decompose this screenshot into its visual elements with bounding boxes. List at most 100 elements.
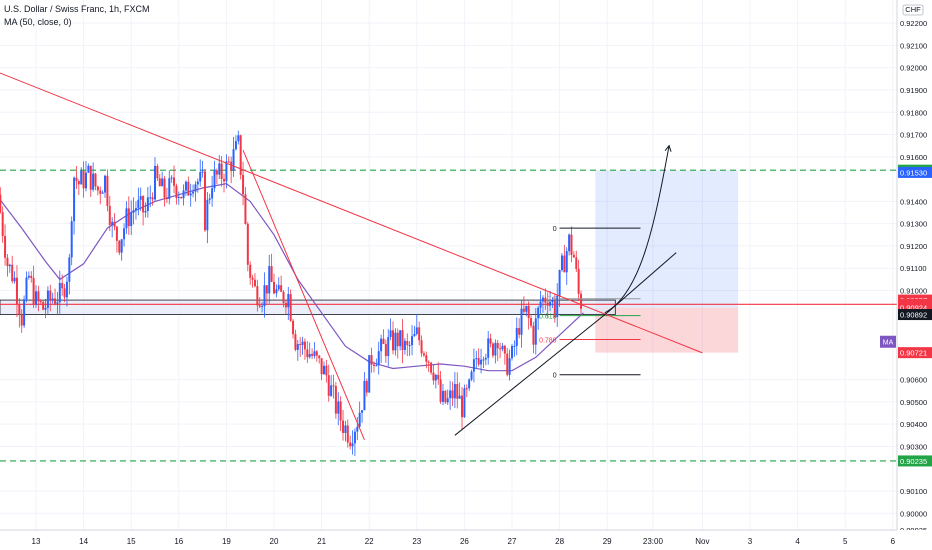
- candle-body: [84, 172, 87, 189]
- candle-body: [499, 348, 502, 350]
- candle-body: [558, 270, 561, 296]
- candle-body: [563, 255, 566, 273]
- candle-body: [551, 300, 554, 302]
- candle-body: [289, 294, 292, 321]
- trendline[interactable]: [454, 312, 608, 436]
- candle-body: [425, 355, 428, 362]
- projection-arrow[interactable]: [604, 145, 670, 314]
- candle-body: [432, 372, 435, 381]
- fib-level-label: 0.618: [539, 314, 557, 321]
- position-loss-zone[interactable]: [595, 307, 739, 353]
- candle-body: [75, 177, 78, 182]
- price-badge-label: 0.91530: [900, 168, 927, 177]
- trendline[interactable]: [242, 149, 365, 440]
- candle-body: [518, 328, 521, 335]
- candle-body: [218, 163, 221, 175]
- candle-body: [56, 302, 59, 304]
- candle-body: [463, 388, 466, 418]
- candle-body: [223, 179, 226, 182]
- candle-body: [44, 307, 47, 310]
- candle-body: [246, 223, 249, 265]
- candle-body: [575, 257, 578, 269]
- candle-body: [349, 442, 352, 447]
- ma-line[interactable]: [0, 182, 584, 372]
- candle-body: [275, 289, 278, 294]
- candle-body: [4, 236, 7, 258]
- candle-body: [177, 196, 180, 198]
- candle-body: [208, 198, 211, 200]
- currency-box[interactable]: [902, 4, 924, 16]
- candle-body: [553, 300, 556, 318]
- candle-body: [139, 196, 142, 200]
- candle-body: [530, 318, 533, 326]
- indicator-title[interactable]: MA (50, close, 0): [4, 17, 72, 27]
- candle-body: [161, 178, 164, 187]
- candle-body: [491, 343, 494, 356]
- candle-body: [70, 221, 73, 258]
- candle-body: [449, 390, 452, 399]
- candle-body: [42, 302, 45, 310]
- candle-body: [556, 295, 559, 318]
- symbol-title[interactable]: U.S. Dollar / Swiss Franc, 1h, FXCM: [4, 4, 150, 14]
- candle-body: [439, 379, 442, 402]
- candle-body: [151, 197, 154, 200]
- price-badge-label: 0.90721: [900, 349, 927, 358]
- candle-body: [20, 314, 23, 326]
- candle-body: [156, 165, 159, 179]
- candle-body: [184, 181, 187, 191]
- candle-body: [434, 374, 437, 381]
- candle-body: [480, 359, 483, 365]
- candle-body: [23, 299, 26, 326]
- candle-body: [570, 234, 573, 255]
- candle-body: [437, 374, 440, 380]
- candle-body: [387, 337, 390, 357]
- price-tick-label: 0.91000: [900, 286, 927, 295]
- candle-body: [263, 285, 266, 306]
- candle-body: [408, 345, 411, 347]
- candle-body: [337, 401, 340, 414]
- candle-body: [520, 308, 523, 335]
- price-tick-label: 0.90600: [900, 376, 927, 385]
- candle-body: [132, 210, 135, 213]
- support-zone[interactable]: [0, 299, 616, 315]
- candle-body: [489, 338, 492, 344]
- price-tick-label: 0.90000: [900, 509, 927, 518]
- candle-body: [96, 186, 99, 191]
- candle-body: [311, 353, 314, 356]
- candle-body: [325, 365, 328, 376]
- candle-body: [339, 401, 342, 421]
- candle-body: [427, 361, 430, 363]
- candle-body: [237, 135, 240, 142]
- price-tick-label: 0.91200: [900, 242, 927, 251]
- position-profit-zone[interactable]: [595, 170, 739, 308]
- arrow-head: [664, 144, 672, 152]
- price-badge: [898, 347, 932, 359]
- price-tick-label: 0.92000: [900, 64, 927, 73]
- candle-body: [165, 197, 168, 200]
- price-tick-label: 0.91900: [900, 86, 927, 95]
- candle-body: [127, 208, 130, 227]
- candle-body: [508, 358, 511, 375]
- candle-body: [392, 330, 394, 351]
- candle-body: [175, 185, 178, 198]
- candle-body: [27, 275, 30, 278]
- candle-body: [363, 380, 366, 411]
- candle-body: [315, 351, 318, 356]
- time-tick-label: 3: [748, 537, 753, 546]
- time-tick-label: 14: [79, 537, 88, 546]
- candle-body: [196, 181, 199, 185]
- candle-body: [168, 178, 171, 200]
- candle-body: [344, 425, 347, 433]
- candle-body: [206, 199, 209, 231]
- candle-body: [115, 226, 118, 241]
- candle-body: [99, 190, 102, 194]
- candle-body: [265, 285, 268, 294]
- candle-body: [544, 297, 547, 303]
- fib-level-label: 0: [553, 373, 557, 380]
- candle-body: [396, 332, 399, 347]
- trendline[interactable]: [0, 72, 703, 354]
- candle-body: [441, 390, 444, 402]
- candle-body: [158, 178, 161, 187]
